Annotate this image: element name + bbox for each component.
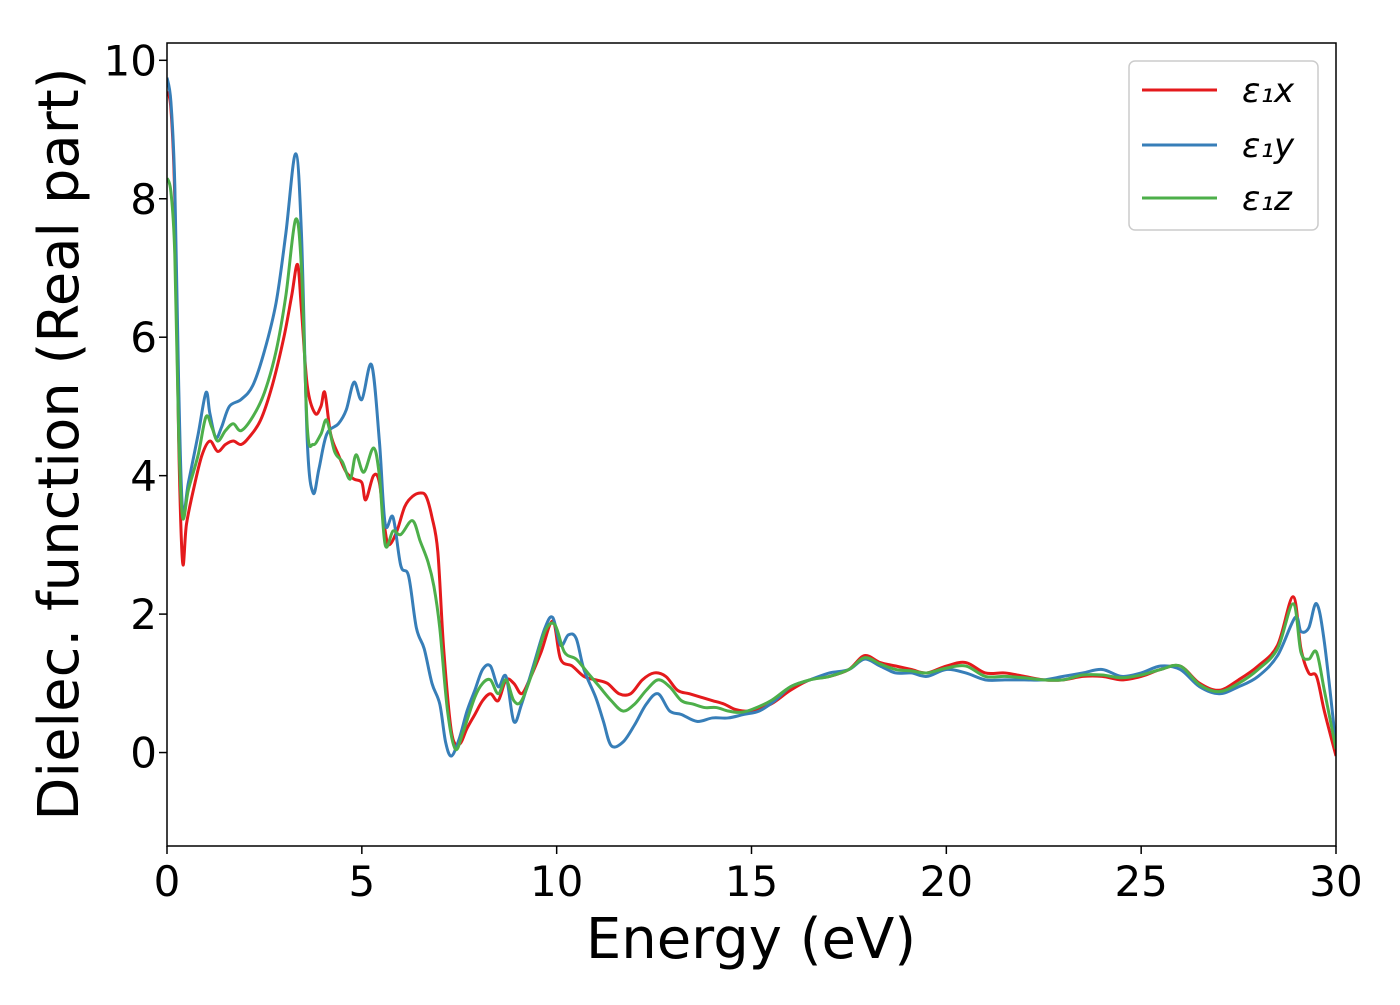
y-tick-label: 10	[104, 36, 157, 85]
series-line-eps1z	[167, 177, 1336, 752]
x-tick-label: 20	[920, 857, 973, 906]
legend-label-y: ε₁y	[1242, 126, 1295, 166]
x-tick-label: 5	[348, 857, 375, 906]
x-tick-label: 10	[530, 857, 583, 906]
y-tick-label: 6	[130, 313, 157, 362]
legend-label-z: ε₁z	[1242, 179, 1293, 219]
legend: ε₁x ε₁y ε₁z	[1128, 60, 1319, 231]
y-tick-label: 0	[130, 729, 157, 778]
legend-label-x: ε₁x	[1242, 71, 1295, 111]
legend-box	[1128, 60, 1319, 231]
y-tick-label: 2	[130, 590, 157, 639]
y-tick-label: 4	[130, 452, 157, 501]
axis-ticks: 0 5 10 15 20 25 30 0 2 4 6 8 10	[104, 36, 1363, 906]
x-tick-label: 15	[725, 857, 778, 906]
y-tick-label: 8	[130, 175, 157, 224]
series-line-eps1y	[167, 77, 1336, 758]
x-tick-label: 0	[154, 857, 181, 906]
x-tick-label: 25	[1114, 857, 1167, 906]
x-tick-label: 30	[1309, 857, 1362, 906]
y-axis-label: Dielec. function (Real part)	[27, 67, 92, 820]
plot-frame	[166, 42, 1337, 847]
series-lines	[167, 77, 1336, 758]
x-axis-label: Energy (eV)	[586, 907, 916, 972]
